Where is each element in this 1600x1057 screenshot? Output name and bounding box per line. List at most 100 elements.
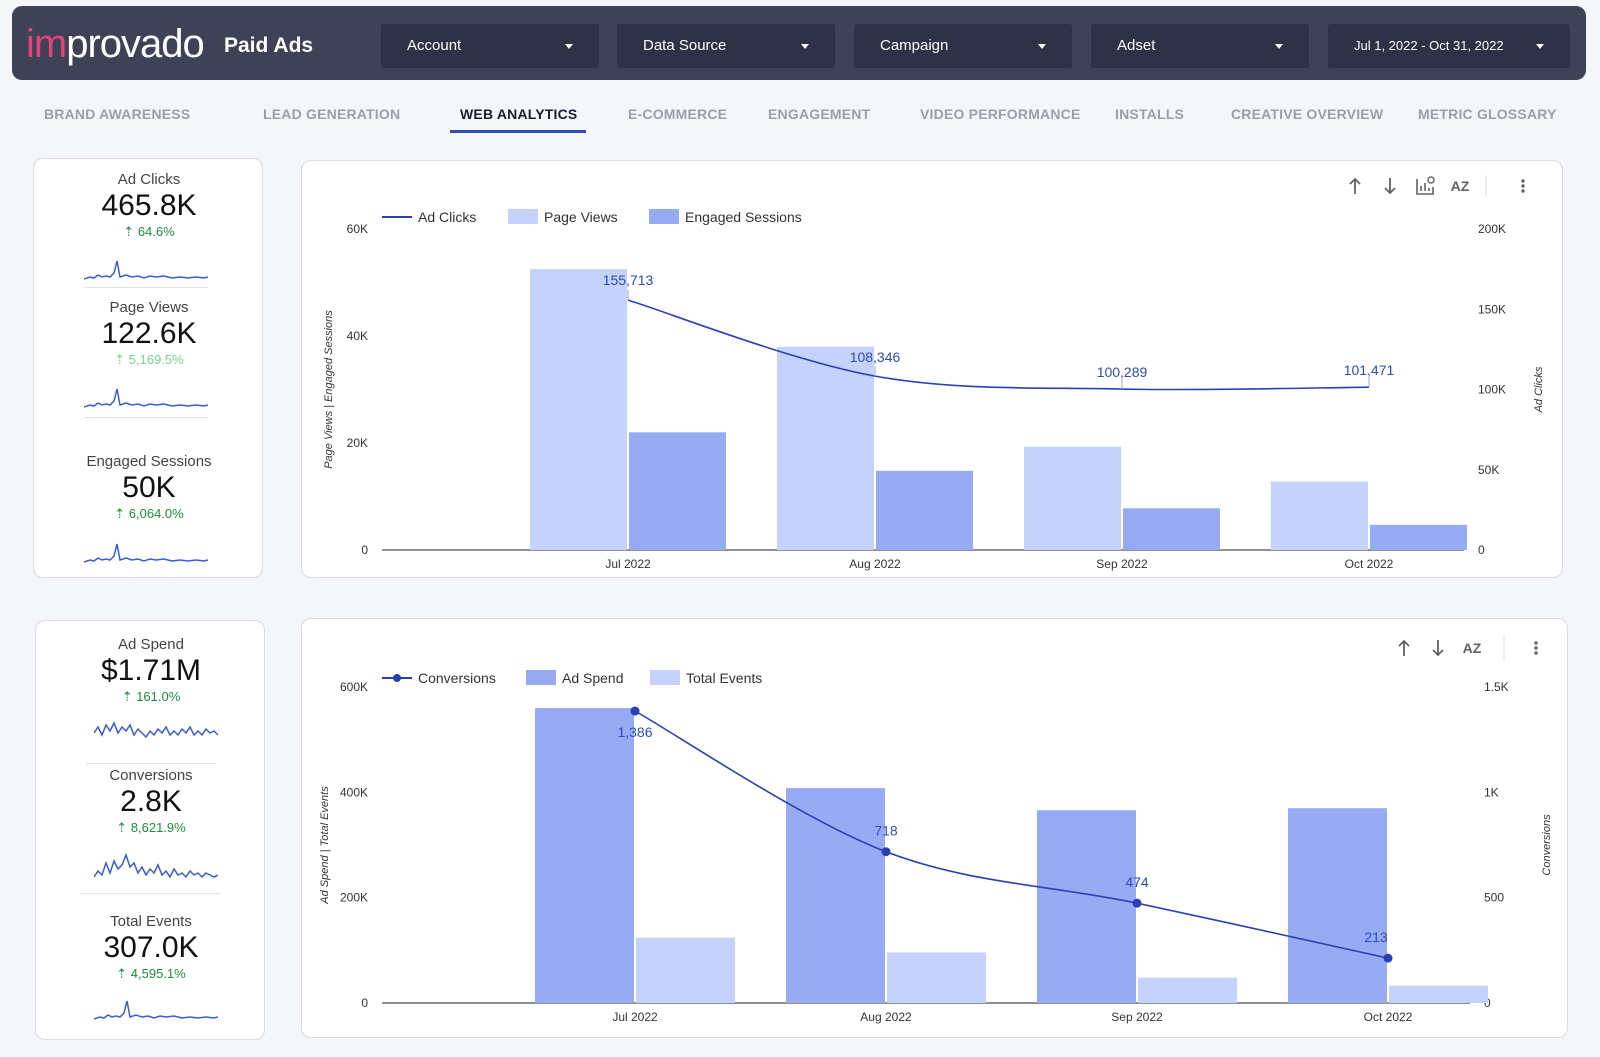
legend-point-swatch — [393, 674, 401, 682]
chart-settings-icon[interactable] — [1416, 179, 1434, 195]
caret-down-icon — [1275, 44, 1283, 49]
account-filter-dropdown[interactable]: Account — [381, 24, 599, 68]
y2-tick-label: 500 — [1484, 891, 1504, 905]
kpi-value: 307.0K — [103, 931, 199, 964]
y-tick-label: 0 — [361, 543, 368, 557]
kpi-label: Ad Clicks — [117, 171, 181, 188]
data-label: 108,346 — [850, 349, 901, 365]
legend-label: Conversions — [418, 670, 496, 686]
data-label: 718 — [874, 823, 898, 839]
bar-ad-spend — [1037, 810, 1136, 1003]
kpi-divider — [84, 287, 208, 288]
y2-tick-label: 0 — [1478, 543, 1485, 557]
campaign-filter-dropdown[interactable]: Campaign — [854, 24, 1072, 68]
date-range-label: Jul 1, 2022 - Oct 31, 2022 — [1354, 38, 1504, 53]
active-tab-indicator — [450, 130, 586, 133]
data-source-filter-dropdown[interactable]: Data Source — [617, 24, 835, 68]
campaign-filter-label: Campaign — [880, 37, 949, 54]
kpi-value: 2.8K — [120, 785, 182, 818]
x-tick-label: Sep 2022 — [1096, 557, 1148, 571]
tab-video-performance[interactable]: VIDEO PERFORMANCE — [920, 106, 1081, 122]
legend-swatch — [526, 670, 556, 685]
legend-swatch — [650, 670, 680, 685]
kpi-delta-value: 8,621.9% — [130, 820, 186, 835]
kpi-divider — [84, 417, 208, 418]
kpi-page-views: Page Views 122.6K ⇡ 5,169.5% — [34, 299, 264, 368]
engaged-sessions-sparkline — [84, 543, 208, 563]
tab-engagement[interactable]: ENGAGEMENT — [768, 106, 871, 122]
ad-clicks-sparkline — [84, 260, 208, 280]
x-tick-label: Oct 2022 — [1364, 1010, 1413, 1024]
kpi-delta-value: 6,064.0% — [128, 506, 184, 521]
bar-ad-spend — [786, 788, 885, 1003]
legend-label: Ad Clicks — [418, 209, 476, 225]
kpi-delta: ⇡ 6,064.0% — [114, 506, 184, 521]
adset-filter-dropdown[interactable]: Adset — [1091, 24, 1309, 68]
tab-lead-generation[interactable]: LEAD GENERATION — [263, 106, 401, 122]
sort-az-icon[interactable]: AZ — [1463, 640, 1482, 656]
line-ad-clicks — [627, 299, 1370, 391]
data-label: 155,713 — [603, 272, 654, 288]
kpi-conversions: Conversions 2.8K ⇡ 8,621.9% — [36, 767, 266, 836]
kpi-engaged-sessions: Engaged Sessions 50K ⇡ 6,064.0% — [34, 453, 264, 522]
conversions-sparkline — [94, 853, 218, 879]
bar-page-views — [1024, 446, 1121, 550]
more-vert-icon[interactable] — [1521, 179, 1525, 193]
kpi-delta: ⇡ 64.6% — [123, 224, 175, 239]
sort-descending-icon[interactable] — [1384, 178, 1396, 195]
sort-ascending-icon[interactable] — [1349, 177, 1361, 194]
x-tick-label: Sep 2022 — [1111, 1010, 1163, 1024]
tab-installs[interactable]: INSTALLS — [1115, 106, 1185, 122]
kpi-label: Ad Spend — [118, 636, 184, 653]
line-point — [630, 706, 640, 716]
y-tick-label: 0 — [361, 996, 368, 1010]
x-tick-label: Jul 2022 — [605, 557, 651, 571]
y-tick-label: 400K — [340, 785, 368, 799]
sort-descending-icon[interactable] — [1432, 640, 1444, 657]
kpi-label: Total Events — [110, 913, 192, 930]
kpi-value: 50K — [122, 471, 176, 504]
bar-page-views — [530, 269, 627, 550]
kpi-label: Engaged Sessions — [86, 453, 212, 470]
legend-label: Ad Spend — [562, 670, 624, 686]
kpi-delta-value: 4,595.1% — [130, 966, 186, 981]
y-tick-label: 20K — [347, 436, 368, 450]
sort-az-icon[interactable]: AZ — [1451, 178, 1470, 194]
kpi-ad-clicks: Ad Clicks 465.8K ⇡ 64.6% — [34, 171, 264, 240]
kpi-delta: ⇡ 161.0% — [121, 689, 181, 704]
bar-engaged-sessions — [1370, 524, 1467, 550]
kpi-delta: ⇡ 8,621.9% — [116, 820, 186, 835]
tab-creative-overview[interactable]: CREATIVE OVERVIEW — [1231, 106, 1384, 122]
legend-label: Engaged Sessions — [685, 209, 802, 225]
bar-total-events — [636, 937, 735, 1003]
x-tick-label: Aug 2022 — [849, 557, 901, 571]
kpi-delta-value: 64.6% — [137, 224, 175, 239]
data-label: 101,471 — [1344, 362, 1395, 378]
page-title: Paid Ads — [224, 34, 314, 57]
kpi-divider — [86, 763, 216, 764]
caret-down-icon — [1038, 44, 1046, 49]
page-views-sparkline — [84, 388, 208, 408]
tab-brand-awareness[interactable]: BRAND AWARENESS — [44, 106, 191, 122]
line-point — [881, 847, 891, 857]
top-header: improvado Paid Ads Account Data Source C… — [12, 6, 1586, 80]
date-range-picker[interactable]: Jul 1, 2022 - Oct 31, 2022 — [1328, 24, 1570, 68]
logo-rest: provado — [66, 22, 205, 66]
kpi-total-events: Total Events 307.0K ⇡ 4,595.1% — [36, 913, 266, 982]
kpi-delta: ⇡ 4,595.1% — [116, 966, 186, 981]
logo-accent: im — [26, 22, 67, 66]
legend-label: Page Views — [544, 209, 618, 225]
bar-engaged-sessions — [629, 432, 726, 550]
bar-engaged-sessions — [876, 470, 973, 550]
legend-label: Total Events — [686, 670, 762, 686]
tab-e-commerce[interactable]: E-COMMERCE — [628, 106, 728, 122]
line-point — [1132, 898, 1142, 908]
tab-web-analytics[interactable]: WEB ANALYTICS — [460, 106, 578, 122]
more-vert-icon[interactable] — [1534, 641, 1538, 655]
x-tick-label: Jul 2022 — [612, 1010, 658, 1024]
y-tick-label: 40K — [347, 329, 368, 343]
tab-metric-glossary[interactable]: METRIC GLOSSARY — [1418, 106, 1557, 122]
sort-ascending-icon[interactable] — [1398, 639, 1410, 656]
bar-ad-spend — [1288, 808, 1387, 1003]
y2-tick-label: 100K — [1478, 383, 1506, 397]
